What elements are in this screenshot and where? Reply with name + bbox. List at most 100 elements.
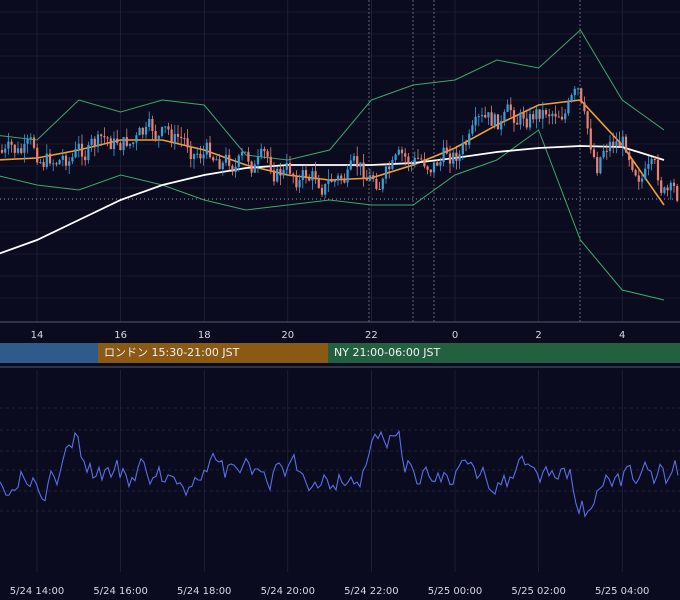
candle-body — [452, 152, 455, 164]
candle-body — [4, 148, 7, 153]
candle-body — [295, 176, 298, 188]
bottom-axis-tick-label: 5/25 00:00 — [428, 586, 482, 597]
candle-body — [541, 110, 544, 119]
candle-body — [301, 170, 304, 181]
candle-body — [237, 155, 240, 167]
candle-body — [77, 143, 80, 149]
candle-body — [186, 138, 189, 148]
candle-body — [445, 147, 448, 154]
candle-body — [570, 95, 573, 102]
top-axis-tick-label: 20 — [281, 330, 294, 341]
candle-body — [308, 178, 311, 181]
candle-body — [96, 134, 100, 147]
candle-body — [250, 161, 253, 173]
candle-body — [61, 155, 64, 160]
candle-body — [125, 137, 128, 146]
bottom-axis-tick-label: 5/24 18:00 — [177, 586, 231, 597]
candle-body — [164, 126, 167, 128]
candle-body — [263, 148, 266, 152]
candle-body — [493, 114, 496, 126]
candle-body — [208, 142, 212, 158]
candle-body — [64, 155, 68, 166]
candle-body — [544, 110, 548, 115]
candle-body — [650, 159, 653, 165]
candle-body — [87, 144, 90, 161]
candle-body — [327, 179, 330, 184]
candle-body — [84, 156, 87, 161]
candle-body — [532, 114, 535, 120]
candle-body — [557, 116, 560, 118]
candle-body — [384, 166, 388, 179]
candle-body — [490, 112, 493, 126]
top-axis-tick-label: 14 — [31, 330, 44, 341]
candle-body — [20, 148, 23, 153]
candle-body — [560, 116, 564, 120]
candle-body — [106, 137, 109, 139]
candle-body — [272, 170, 276, 182]
candle-body — [266, 151, 269, 157]
bottom-axis-tick-label: 5/24 22:00 — [344, 586, 398, 597]
candle-body — [231, 165, 234, 173]
candle-body — [346, 169, 349, 183]
candle-body — [228, 154, 231, 166]
candle-body — [55, 163, 58, 165]
candle-body — [176, 133, 180, 137]
candle-body — [423, 159, 426, 167]
candle-body — [170, 129, 173, 144]
candle-body — [247, 151, 250, 162]
candle-body — [100, 134, 103, 137]
candle-body — [148, 118, 151, 127]
candle-body — [516, 122, 519, 125]
candle-body — [432, 162, 436, 173]
candle-body — [388, 166, 391, 170]
candle-body — [183, 138, 186, 140]
session-band-2 — [328, 343, 680, 363]
candle-body — [637, 175, 640, 182]
candle-body — [397, 149, 400, 155]
bottom-axis-tick-label: 5/24 20:00 — [261, 586, 315, 597]
candle-body — [500, 120, 503, 130]
top-axis-tick-label: 16 — [114, 330, 127, 341]
candle-body — [330, 179, 333, 183]
candle-body — [576, 88, 580, 90]
candle-body — [324, 183, 327, 195]
candle-body — [608, 141, 612, 152]
candle-body — [205, 142, 208, 155]
candle-body — [612, 141, 615, 146]
candle-body — [400, 149, 404, 154]
candle-body — [260, 148, 263, 157]
candle-body — [464, 143, 468, 145]
candle-body — [586, 111, 589, 129]
candle-body — [93, 138, 96, 147]
candle-body — [221, 162, 224, 170]
candle-body — [634, 169, 637, 176]
candle-body — [192, 154, 196, 160]
candle-body — [356, 156, 359, 167]
ma-long-line — [0, 145, 665, 255]
candle-body — [189, 147, 192, 160]
candle-body — [621, 136, 624, 147]
ma-short-line — [0, 99, 665, 206]
candle-body — [660, 180, 663, 193]
candle-body — [23, 143, 26, 153]
candle-body — [48, 153, 52, 164]
candle-body — [180, 136, 183, 139]
top-axis-tick-label: 18 — [198, 330, 211, 341]
bottom-axis-tick-label: 5/25 04:00 — [595, 586, 649, 597]
candle-body — [391, 159, 394, 170]
candle-body — [39, 162, 42, 164]
candle-body — [564, 113, 567, 120]
candle-body — [605, 150, 608, 152]
candle-body — [666, 187, 669, 191]
candle-body — [640, 178, 644, 182]
candle-body — [583, 102, 586, 112]
candle-body — [68, 161, 71, 166]
candle-body — [672, 182, 676, 187]
candle-body — [154, 131, 157, 139]
candle-body — [42, 162, 45, 168]
candle-body — [480, 115, 484, 117]
candle-body — [548, 114, 551, 117]
candle-body — [362, 162, 365, 180]
candle-body — [618, 141, 621, 147]
